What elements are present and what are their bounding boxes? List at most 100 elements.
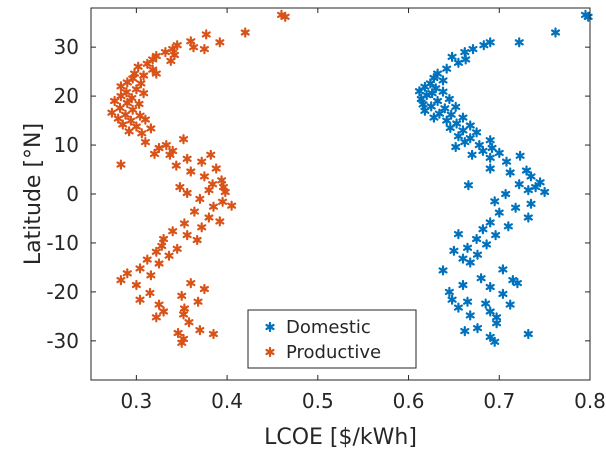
data-point-domestic — [485, 331, 495, 342]
legend-marker-glyph — [265, 321, 275, 333]
data-point-domestic — [453, 229, 463, 240]
data-point-productive — [172, 40, 182, 51]
data-point-domestic — [490, 196, 500, 207]
data-point-domestic — [429, 112, 439, 123]
data-point-productive — [165, 149, 175, 160]
data-point-productive — [195, 325, 205, 336]
data-point-domestic — [514, 179, 524, 190]
data-point-domestic — [515, 150, 525, 161]
data-point-productive — [204, 185, 214, 196]
data-point-domestic — [523, 328, 533, 340]
x-tick-label: 0.8 — [574, 389, 606, 413]
data-point-productive — [192, 234, 202, 246]
legend-marker-productive — [265, 346, 275, 358]
data-point-productive — [142, 58, 152, 69]
data-point-productive — [154, 258, 164, 269]
data-point-productive — [146, 123, 156, 134]
data-point-domestic — [485, 281, 495, 293]
data-point-productive — [179, 218, 189, 229]
data-point-productive — [215, 216, 225, 227]
data-point-domestic — [487, 142, 497, 154]
data-point-productive — [118, 119, 128, 130]
data-point-productive — [227, 200, 237, 211]
data-point-domestic — [478, 224, 488, 235]
data-point-productive — [120, 109, 130, 120]
legend-label-productive: Productive — [286, 342, 381, 363]
data-point-productive — [159, 233, 169, 245]
x-axis: 0.3 0.4 0.5 0.6 0.7 0.8 — [120, 8, 606, 413]
data-point-productive — [135, 263, 145, 274]
data-point-productive — [177, 337, 187, 348]
data-point-domestic — [438, 86, 448, 97]
data-point-domestic — [498, 288, 508, 299]
y-tick-label: -10 — [46, 231, 79, 255]
data-point-domestic — [485, 135, 495, 146]
data-point-productive — [182, 153, 192, 164]
data-point-productive — [182, 230, 192, 241]
data-point-productive — [124, 126, 134, 137]
data-point-productive — [116, 81, 126, 92]
data-point-productive — [173, 327, 183, 339]
data-point-productive — [145, 287, 155, 298]
data-point-domestic — [444, 286, 454, 297]
data-point-productive — [146, 270, 156, 281]
data-point-productive — [160, 46, 170, 58]
data-point-domestic — [458, 253, 468, 264]
data-point-productive — [186, 166, 196, 177]
data-point-productive — [116, 159, 126, 170]
data-point-productive — [161, 140, 171, 151]
data-point-productive — [113, 113, 123, 124]
data-point-domestic — [550, 27, 561, 38]
data-point-domestic — [453, 57, 463, 68]
data-point-domestic — [472, 249, 483, 260]
data-point-productive — [199, 283, 209, 295]
data-point-domestic — [463, 296, 473, 307]
data-point-productive — [142, 254, 152, 265]
y-tick-label: 10 — [54, 133, 79, 157]
data-point-domestic — [485, 306, 495, 317]
data-point-productive — [149, 148, 160, 159]
data-point-domestic — [463, 180, 473, 191]
data-point-domestic — [491, 230, 501, 241]
data-point-domestic — [501, 188, 511, 200]
data-point-domestic — [490, 336, 500, 347]
data-point-domestic — [492, 318, 502, 329]
data-point-domestic — [453, 302, 463, 313]
data-point-domestic — [451, 141, 461, 153]
legend-marker-glyph — [265, 346, 275, 358]
data-point-domestic — [472, 233, 482, 245]
data-point-productive — [172, 243, 182, 254]
y-tick-label: -20 — [46, 280, 79, 304]
data-point-productive — [211, 163, 221, 174]
data-point-domestic — [523, 212, 533, 223]
data-point-productive — [157, 240, 167, 251]
data-point-domestic — [465, 120, 475, 131]
data-point-domestic — [444, 93, 454, 105]
data-point-domestic — [472, 127, 482, 138]
data-point-productive — [218, 196, 228, 207]
data-point-productive — [139, 70, 149, 81]
data-point-domestic — [479, 40, 489, 51]
data-point-productive — [197, 222, 207, 233]
data-point-productive — [159, 306, 169, 317]
y-tick-label: -30 — [46, 329, 79, 353]
x-tick-label: 0.7 — [483, 389, 515, 413]
data-point-domestic — [446, 109, 456, 120]
x-axis-title: LCOE [$/kWh] — [264, 425, 417, 450]
data-point-productive — [179, 309, 189, 320]
legend: Domestic Productive — [247, 309, 417, 369]
data-point-productive — [115, 102, 125, 114]
data-point-domestic — [485, 217, 495, 228]
data-point-productive — [151, 246, 161, 257]
data-point-domestic — [510, 202, 521, 213]
data-point-productive — [168, 226, 178, 237]
data-point-domestic — [460, 137, 470, 148]
data-point-domestic — [414, 86, 424, 97]
data-point-domestic — [426, 101, 436, 112]
data-point-productive — [277, 9, 287, 20]
data-point-productive — [175, 182, 185, 193]
data-point-domestic — [502, 156, 512, 167]
data-point-productive — [116, 90, 126, 102]
data-point-domestic — [540, 186, 550, 198]
